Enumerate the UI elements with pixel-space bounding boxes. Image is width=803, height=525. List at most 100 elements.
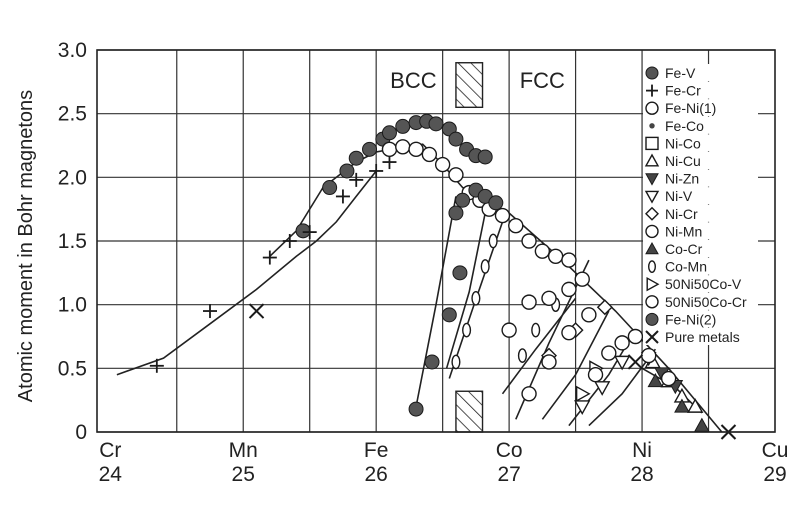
y-tick-label: 3.0 [58,39,87,62]
data-point [647,373,664,388]
data-point [369,163,384,178]
legend-marker [644,153,660,167]
x-tick-element: Ni [632,439,652,462]
data-point [282,234,297,248]
data-point [382,155,397,170]
y-tick-label: 2.5 [58,103,87,126]
data-point [547,248,564,264]
data-point [488,195,504,211]
legend-item-bg [643,64,758,81]
data-point [614,335,630,351]
y-tick-label: 1.5 [58,230,87,253]
data-point [455,192,471,208]
data-point [581,307,597,323]
legend-label: Co-Cr [665,241,703,257]
data-point [448,131,464,147]
x-tick-element: Fe [364,439,389,462]
x-tick-element: Cu [762,439,789,462]
data-point [674,398,690,413]
legend-item: Pure metals [643,328,758,345]
guide-curve-7 [501,297,577,395]
data-point [561,324,577,341]
legend-item: Fe-Ni(1) [643,99,758,117]
legend-item-bg [643,275,758,293]
legend-item-bg [643,240,758,257]
data-point [488,233,498,249]
data-point [574,271,590,287]
data-point [627,328,644,345]
data-point [575,385,591,402]
y-axis-title: Atomic moment in Bohr magnetons [15,90,37,402]
data-point [424,354,440,370]
data-point [501,322,517,338]
legend-item-bg [643,169,758,187]
bcc-region-label: BCC [390,68,437,93]
data-point [521,233,537,249]
data-point [452,265,468,281]
legend-label: Co-Mn [665,259,707,275]
data-point [587,367,604,383]
legend-item-bg [643,187,758,205]
data-point [262,250,277,265]
data-series [149,113,737,440]
series-1 [149,155,397,373]
data-point [441,307,457,323]
data-point [574,400,591,415]
fcc-region-label: FCC [520,68,565,93]
data-point [480,259,490,274]
data-point [494,207,511,224]
data-point [395,139,411,155]
legend-item: Fe-Co [643,116,758,134]
legend-marker [645,330,659,344]
data-point [381,141,398,158]
legend-marker [645,224,659,239]
data-point [534,243,551,259]
legend-marker [645,295,659,309]
hatch-box-bottom [455,390,484,433]
x-tick-number: 24 [99,463,123,486]
data-point [596,299,613,316]
data-point [508,218,524,234]
data-point [531,322,541,338]
grid [97,49,775,433]
legend-label: Ni-Co [665,135,701,151]
data-point [362,141,378,157]
plot-frame [96,49,776,433]
legend-marker [646,84,658,97]
legend-marker [645,101,659,115]
data-point [295,223,311,239]
x-tick-number: 27 [497,463,520,486]
legend-item-bg [643,310,758,328]
data-point [348,150,364,166]
y-tick-label: 0.5 [58,357,87,380]
x-tick-element: Cr [99,439,121,462]
guide-curve-0 [116,170,377,376]
guide-curve-3 [415,196,457,407]
legend-item-bg [643,116,758,134]
guide-curve-8 [541,310,610,420]
legend-label: 50Ni50Co-Cr [665,294,747,310]
x-tick-number: 26 [364,463,387,486]
x-tick-element: Co [496,439,523,462]
series-9 [521,307,597,402]
legend-item-bg [643,204,758,222]
data-point [477,149,493,165]
series-13 [501,281,677,387]
legend-marker [645,241,659,255]
series-10 [647,373,710,432]
data-point [149,358,164,373]
data-point [434,156,451,173]
legend-label: Ni-Cu [665,153,701,169]
data-point [694,417,710,432]
data-point [521,294,537,310]
data-point [421,146,438,163]
legend-item-bg [643,134,758,152]
legend-item: Ni-Cr [643,204,758,222]
data-point [687,398,704,413]
data-point [521,386,537,402]
legend-item-bg [643,99,758,117]
data-point [248,303,265,319]
legend-marker [645,66,659,80]
legend-marker [644,190,660,204]
data-point [561,281,577,298]
